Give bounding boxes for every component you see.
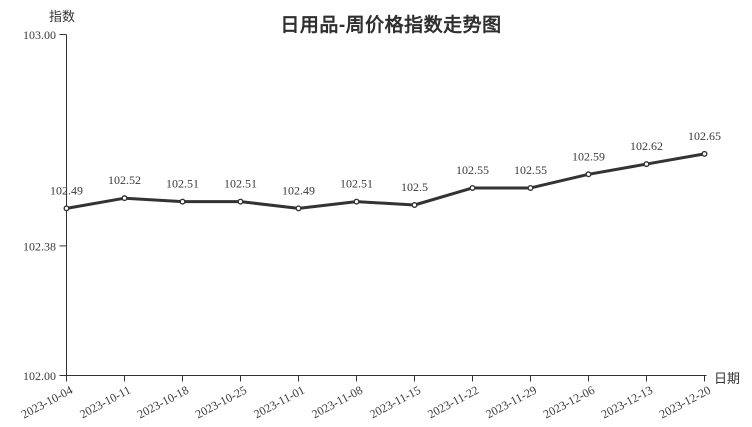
data-point-marker — [295, 205, 302, 212]
data-point-marker — [411, 201, 418, 208]
data-point-label: 102.55 — [514, 163, 547, 177]
x-tick-label: 2023-12-13 — [599, 383, 655, 422]
data-point-marker — [527, 184, 534, 191]
x-tick-label: 2023-11-01 — [251, 383, 307, 421]
x-tick-label: 2023-12-06 — [541, 383, 597, 422]
data-point-marker — [179, 198, 186, 205]
y-tick-label: 102.38 — [23, 239, 56, 253]
chart-title: 日用品-周价格指数走势图 — [280, 15, 502, 36]
data-point-marker — [643, 161, 650, 168]
x-tick-label: 2023-11-29 — [483, 383, 539, 421]
data-point-label: 102.65 — [688, 129, 721, 143]
data-point-marker — [353, 198, 360, 205]
data-point-marker — [237, 198, 244, 205]
x-tick-label: 2023-10-25 — [193, 383, 249, 422]
data-point-label: 102.49 — [50, 183, 83, 197]
x-tick-label: 2023-10-11 — [77, 383, 133, 421]
x-tick-label: 2023-10-04 — [19, 383, 75, 422]
data-point-label: 102.52 — [108, 173, 141, 187]
x-tick-label: 2023-11-08 — [309, 383, 365, 421]
data-point-marker — [585, 171, 592, 178]
x-axis-name: 日期 — [714, 371, 741, 386]
data-point-label: 102.62 — [630, 139, 663, 153]
data-point-marker — [701, 150, 708, 157]
data-point-label: 102.55 — [456, 163, 489, 177]
data-point-label: 102.51 — [340, 177, 373, 191]
price-index-line — [65, 152, 706, 210]
y-tick-label: 102.00 — [23, 369, 56, 383]
data-point-label: 102.51 — [224, 177, 257, 191]
axis-spine — [66, 34, 707, 376]
x-tick-label: 2023-10-18 — [135, 383, 191, 422]
data-point-label: 102.59 — [572, 149, 605, 163]
data-point-label: 102.49 — [282, 183, 315, 197]
data-point-marker — [469, 184, 476, 191]
y-tick-label: 103.00 — [23, 28, 56, 42]
x-tick-label: 2023-11-22 — [425, 383, 481, 421]
data-point-marker — [121, 195, 128, 202]
data-point-marker — [63, 205, 70, 212]
y-axis-name: 指数 — [49, 9, 76, 24]
x-tick-label: 2023-12-20 — [657, 383, 713, 422]
data-point-label: 102.5 — [401, 180, 428, 194]
data-point-label: 102.51 — [166, 177, 199, 191]
x-tick-label: 2023-11-15 — [367, 383, 423, 421]
